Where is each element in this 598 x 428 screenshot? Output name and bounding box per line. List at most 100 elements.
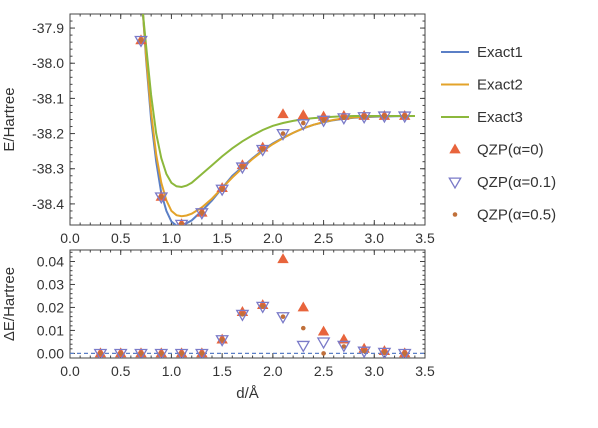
x-tick-label: 2.5 (314, 363, 334, 379)
data-point (317, 325, 330, 336)
curve-exact2 (142, 14, 415, 218)
data-point (297, 301, 309, 312)
y-tick-label: -38.4 (32, 196, 64, 212)
data-point (260, 303, 266, 309)
data-point (113, 348, 128, 358)
data-point (118, 351, 124, 356)
plot-area (134, 14, 415, 225)
data-point (296, 119, 311, 132)
data-point (361, 114, 367, 119)
x-tick-label: 0.0 (60, 363, 80, 379)
plot-area (70, 253, 425, 358)
x-tick-label: 0.0 (60, 230, 80, 246)
data-point (296, 340, 311, 353)
legend-label: Exact2 (477, 77, 523, 94)
x-tick-label: 0.5 (111, 230, 131, 246)
data-point (280, 314, 286, 319)
legend-item: Exact2 (441, 77, 523, 94)
x-tick-label: 1.5 (212, 363, 232, 379)
y-tick-label: 0.03 (37, 276, 64, 292)
x-tick-label: 0.5 (111, 363, 131, 379)
data-point (235, 162, 250, 175)
legend-label: Exact1 (477, 44, 523, 61)
x-tick-label: 1.0 (162, 230, 182, 246)
y-tick-label: -38.0 (32, 55, 64, 71)
data-point (337, 113, 351, 126)
x-tick-label: 3.0 (365, 363, 385, 379)
data-point (317, 110, 330, 121)
data-point (195, 208, 209, 220)
x-tick-label: 3.5 (415, 230, 435, 246)
data-point (98, 351, 103, 356)
data-point (255, 144, 270, 157)
data-point (199, 351, 205, 356)
data-point (277, 253, 289, 264)
y-tick-label: -38.3 (32, 161, 64, 177)
data-point (377, 111, 392, 124)
data-point (158, 351, 164, 356)
plot-frame (69, 249, 426, 359)
x-tick-label: 1.5 (212, 230, 232, 246)
data-point (138, 38, 144, 43)
legend: Exact1 Exact2 Exact3 QZP(α=0) QZP(α=0.1) QZP(… (441, 44, 556, 224)
data-point (179, 221, 184, 225)
data-point (297, 109, 309, 120)
data-point (397, 348, 412, 358)
data-point (93, 348, 108, 358)
data-point (219, 337, 225, 342)
legend-swatch-marker (449, 143, 461, 154)
data-point (402, 351, 408, 356)
data-point (280, 131, 286, 136)
x-tick-label: 2.5 (314, 230, 334, 246)
data-point (341, 344, 347, 349)
data-point (158, 194, 164, 200)
data-point (195, 348, 209, 358)
data-point (276, 129, 290, 141)
x-axis-label: d/Å (236, 385, 259, 402)
data-point (138, 351, 144, 356)
legend-label: QZP(α=0.5) (477, 207, 556, 224)
energy-panel: 0.0 0.5 1.0 1.5 2.0 2.5 3.0 3.5 -37.9 -38.0 -38.1 -… (1, 13, 435, 246)
data-point (215, 335, 229, 347)
delta-energy-panel: 0.0 0.5 1.0 1.5 2.0 2.5 3.0 3.5 0.04 0.03 0.02 0.01… (1, 249, 435, 402)
y-tick-label: -38.1 (32, 90, 64, 106)
data-point (240, 312, 245, 317)
data-point (338, 109, 350, 120)
y-tick-label: 0.00 (37, 345, 64, 361)
plot-frame (69, 13, 426, 226)
data-point (300, 325, 306, 331)
data-point (240, 164, 245, 170)
data-point (300, 120, 306, 126)
legend-item: QZP(α=0.5) (452, 207, 556, 224)
legend-item: QZP(α=0.1) (448, 174, 556, 191)
data-point (377, 347, 392, 358)
data-point (277, 108, 289, 119)
data-point (316, 115, 331, 128)
data-point (199, 210, 205, 215)
data-point (255, 301, 270, 314)
data-point (321, 117, 326, 123)
data-point (357, 112, 371, 124)
y-tick-label: 0.04 (37, 253, 64, 269)
data-point (174, 348, 189, 358)
legend-label: QZP(α=0) (477, 142, 544, 159)
data-point (179, 351, 184, 356)
legend-label: Exact3 (477, 109, 523, 126)
legend-item: QZP(α=0) (449, 142, 544, 159)
x-tick-label: 2.0 (263, 363, 283, 379)
data-point (357, 346, 371, 358)
data-point (219, 186, 225, 192)
data-point (337, 340, 351, 353)
legend-item: Exact1 (441, 44, 523, 61)
data-point (154, 348, 169, 358)
data-point (236, 159, 249, 170)
data-point (316, 337, 331, 350)
legend-label: QZP(α=0.1) (477, 174, 556, 191)
data-point (134, 35, 148, 48)
curve-exact1 (142, 14, 415, 225)
x-tick-label: 1.0 (162, 363, 182, 379)
legend-swatch-marker (452, 212, 458, 217)
data-point (260, 147, 266, 152)
